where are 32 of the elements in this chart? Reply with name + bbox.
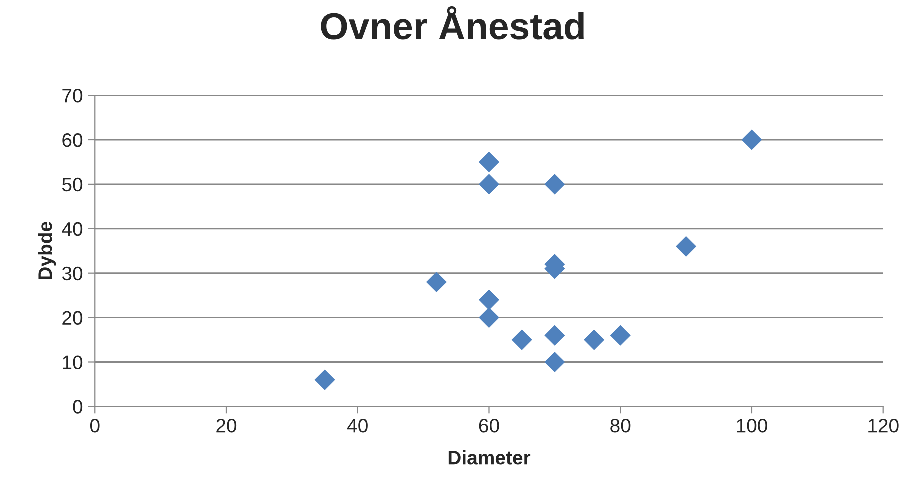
point (742, 130, 762, 150)
x-tick-label: 80 (610, 419, 631, 433)
x-tick-label: 20 (216, 419, 237, 433)
point (426, 272, 447, 293)
point (544, 352, 566, 373)
x-tick-label: 0 (90, 419, 100, 433)
point (676, 236, 697, 257)
y-tick-label: 40 (62, 222, 83, 236)
point (512, 330, 532, 350)
x-axis-title: Diameter (448, 450, 531, 465)
y-tick-label: 60 (62, 133, 83, 148)
x-tick-label: 40 (348, 419, 368, 433)
point (544, 325, 566, 346)
chart-title: Ovner Ånestad (321, 6, 584, 40)
point (478, 152, 500, 173)
y-tick-label: 50 (62, 178, 83, 192)
point (610, 325, 631, 346)
y-axis-title: Dybde (38, 222, 56, 280)
y-tick-label: 20 (62, 311, 83, 326)
point (478, 174, 500, 195)
y-tick-label: 70 (62, 89, 83, 103)
point (478, 308, 500, 328)
x-tick-label: 120 (868, 419, 899, 433)
point (478, 290, 500, 310)
point (314, 370, 336, 390)
y-tick-label: 0 (73, 400, 83, 414)
x-tick-label: 100 (737, 419, 768, 433)
point (544, 174, 566, 195)
y-tick-label: 10 (63, 356, 83, 370)
point (584, 330, 605, 350)
y-tick-label: 30 (62, 266, 83, 281)
x-tick-label: 60 (479, 419, 500, 433)
